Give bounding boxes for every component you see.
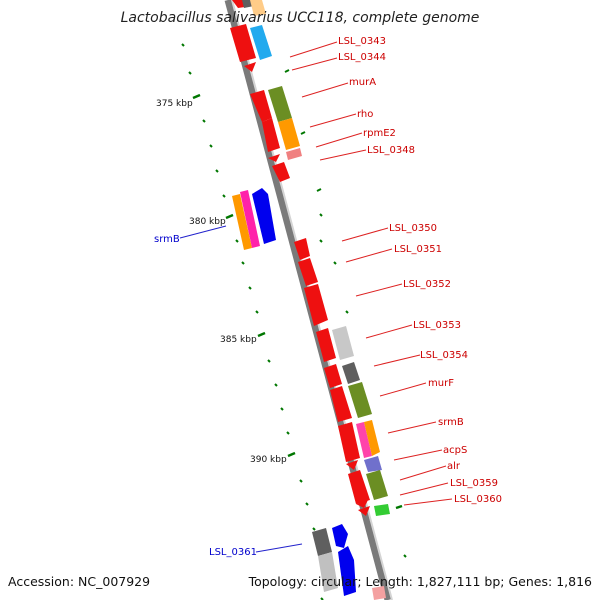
gene-LSL_0350 — [294, 238, 310, 260]
gene-LSL_0361-lgrey — [318, 552, 338, 592]
gene-label: LSL_0350 — [389, 223, 437, 234]
gene-rho — [268, 86, 292, 122]
gene-acpS — [346, 460, 358, 470]
gene-LSL_0361-grey — [312, 528, 332, 556]
reverse-genes — [232, 0, 356, 596]
gene-srmB-rev-blue — [252, 188, 276, 244]
gene-LSL_0352 — [304, 284, 328, 326]
gene-LSL_0360 — [374, 504, 390, 516]
gene-LSL_0343 — [230, 24, 256, 62]
gene-LSL_0359b — [358, 506, 370, 516]
gene-LSL_0354-grey — [342, 362, 360, 384]
accession-label: Accession: — [8, 574, 75, 589]
gene-srmB-rev-orange — [232, 194, 252, 250]
scale-label: 385 kbp — [220, 335, 257, 345]
gene-LSL_0353-grey — [332, 326, 354, 360]
gene-label: LSL_0344 — [338, 52, 386, 63]
gene-label: LSL_0360 — [454, 494, 502, 505]
gene-label: LSL_0361 — [209, 547, 257, 558]
gene-alr-red — [348, 470, 370, 504]
gene-label: LSL_0348 — [367, 145, 415, 156]
gene-srmB-fwd-orange — [364, 420, 380, 456]
gene-murA-part2 — [262, 118, 280, 152]
accession-info: Accession: NC_007929 — [8, 574, 150, 589]
gene-LSL_0353 — [316, 328, 336, 362]
gene-top-orange — [250, 0, 266, 16]
gene-label: LSL_0352 — [403, 279, 451, 290]
length-value: 1,827,111 bp; — [416, 574, 505, 589]
minor-ticks — [181, 43, 407, 600]
gene-label: LSL_0353 — [413, 320, 461, 331]
gene-LSL_0361-blue2 — [338, 546, 356, 596]
gene-label: murF — [428, 378, 454, 389]
gene-LSL_0344 — [250, 25, 272, 60]
topology-value: circular; — [311, 574, 362, 589]
gene-LSL_0351 — [298, 258, 318, 286]
gene-label: rpmE2 — [363, 128, 396, 139]
gene-alr — [366, 470, 388, 500]
forward-genes — [230, 0, 390, 600]
gene-srmB-rev-pink — [240, 190, 260, 248]
gene-label: acpS — [443, 445, 467, 456]
gene-murF-red — [330, 386, 352, 422]
topology-label: Topology: — [248, 574, 308, 589]
gene-0344-arrow — [244, 62, 256, 72]
gene-0349 — [272, 162, 290, 182]
gene-LSL_0354 — [324, 364, 342, 388]
gene-label: srmB — [438, 417, 464, 428]
gene-label: srmB — [154, 234, 180, 245]
gene-LSL_0359 — [356, 500, 368, 508]
gene-LSL_0361-blue — [332, 524, 348, 548]
gene-label: LSL_0343 — [338, 36, 386, 47]
gene-0348-arrow — [268, 154, 280, 162]
genes-value: 1,816 — [556, 574, 592, 589]
reverse-leaders — [179, 225, 303, 553]
major-ticks — [192, 93, 403, 510]
gene-srmB-fwd — [356, 422, 372, 458]
scale-label: 380 kbp — [189, 217, 226, 227]
gene-label: LSL_0359 — [450, 478, 498, 489]
gene-label: LSL_0354 — [420, 350, 468, 361]
genome-stats: Topology: circular; Length: 1,827,111 bp… — [249, 574, 592, 589]
gene-srmB-fwd-red — [338, 422, 360, 462]
gene-LSL_0348 — [286, 148, 302, 160]
genes-label: Genes: — [508, 574, 553, 589]
scale-label: 375 kbp — [156, 99, 193, 109]
gene-label: LSL_0351 — [394, 244, 442, 255]
gene-label: murA — [349, 77, 376, 88]
gene-murA — [250, 90, 272, 122]
gene-rpmE2 — [278, 118, 300, 150]
forward-leaders — [289, 41, 453, 506]
accession-value: NC_007929 — [78, 574, 151, 589]
gene-label: alr — [447, 461, 461, 472]
scale-label: 390 kbp — [250, 455, 287, 465]
gene-bottom-pink — [372, 586, 386, 600]
gene-acpS-blue — [364, 456, 382, 472]
length-label: Length: — [365, 574, 413, 589]
gene-murF — [348, 382, 372, 418]
gene-label: rho — [357, 109, 373, 120]
map-title: Lactobacillus salivarius UCC118, complet… — [120, 10, 480, 26]
